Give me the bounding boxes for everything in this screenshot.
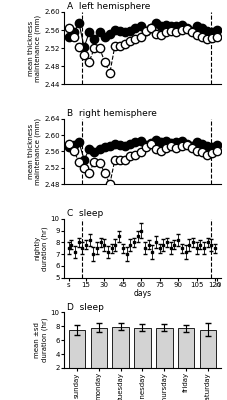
Y-axis label: mean thickness
maintenance (mm): mean thickness maintenance (mm) <box>28 14 41 82</box>
Bar <box>69 330 85 382</box>
Text: C  sleep: C sleep <box>67 209 103 218</box>
Text: B  right hemisphere: B right hemisphere <box>67 109 156 118</box>
Bar <box>134 328 150 382</box>
Bar <box>90 328 106 382</box>
Bar <box>155 328 172 382</box>
X-axis label: days: days <box>133 289 151 298</box>
Bar <box>177 328 194 382</box>
Y-axis label: mean thickness
maintenance (mm): mean thickness maintenance (mm) <box>28 118 41 185</box>
Text: D  sleep: D sleep <box>67 302 104 312</box>
Y-axis label: mean ±sd
duration (hr): mean ±sd duration (hr) <box>34 318 48 362</box>
Text: A  left hemisphere: A left hemisphere <box>67 2 150 11</box>
Bar <box>199 330 215 382</box>
Y-axis label: nightly
duration (hr): nightly duration (hr) <box>34 226 48 270</box>
Bar <box>112 327 128 382</box>
